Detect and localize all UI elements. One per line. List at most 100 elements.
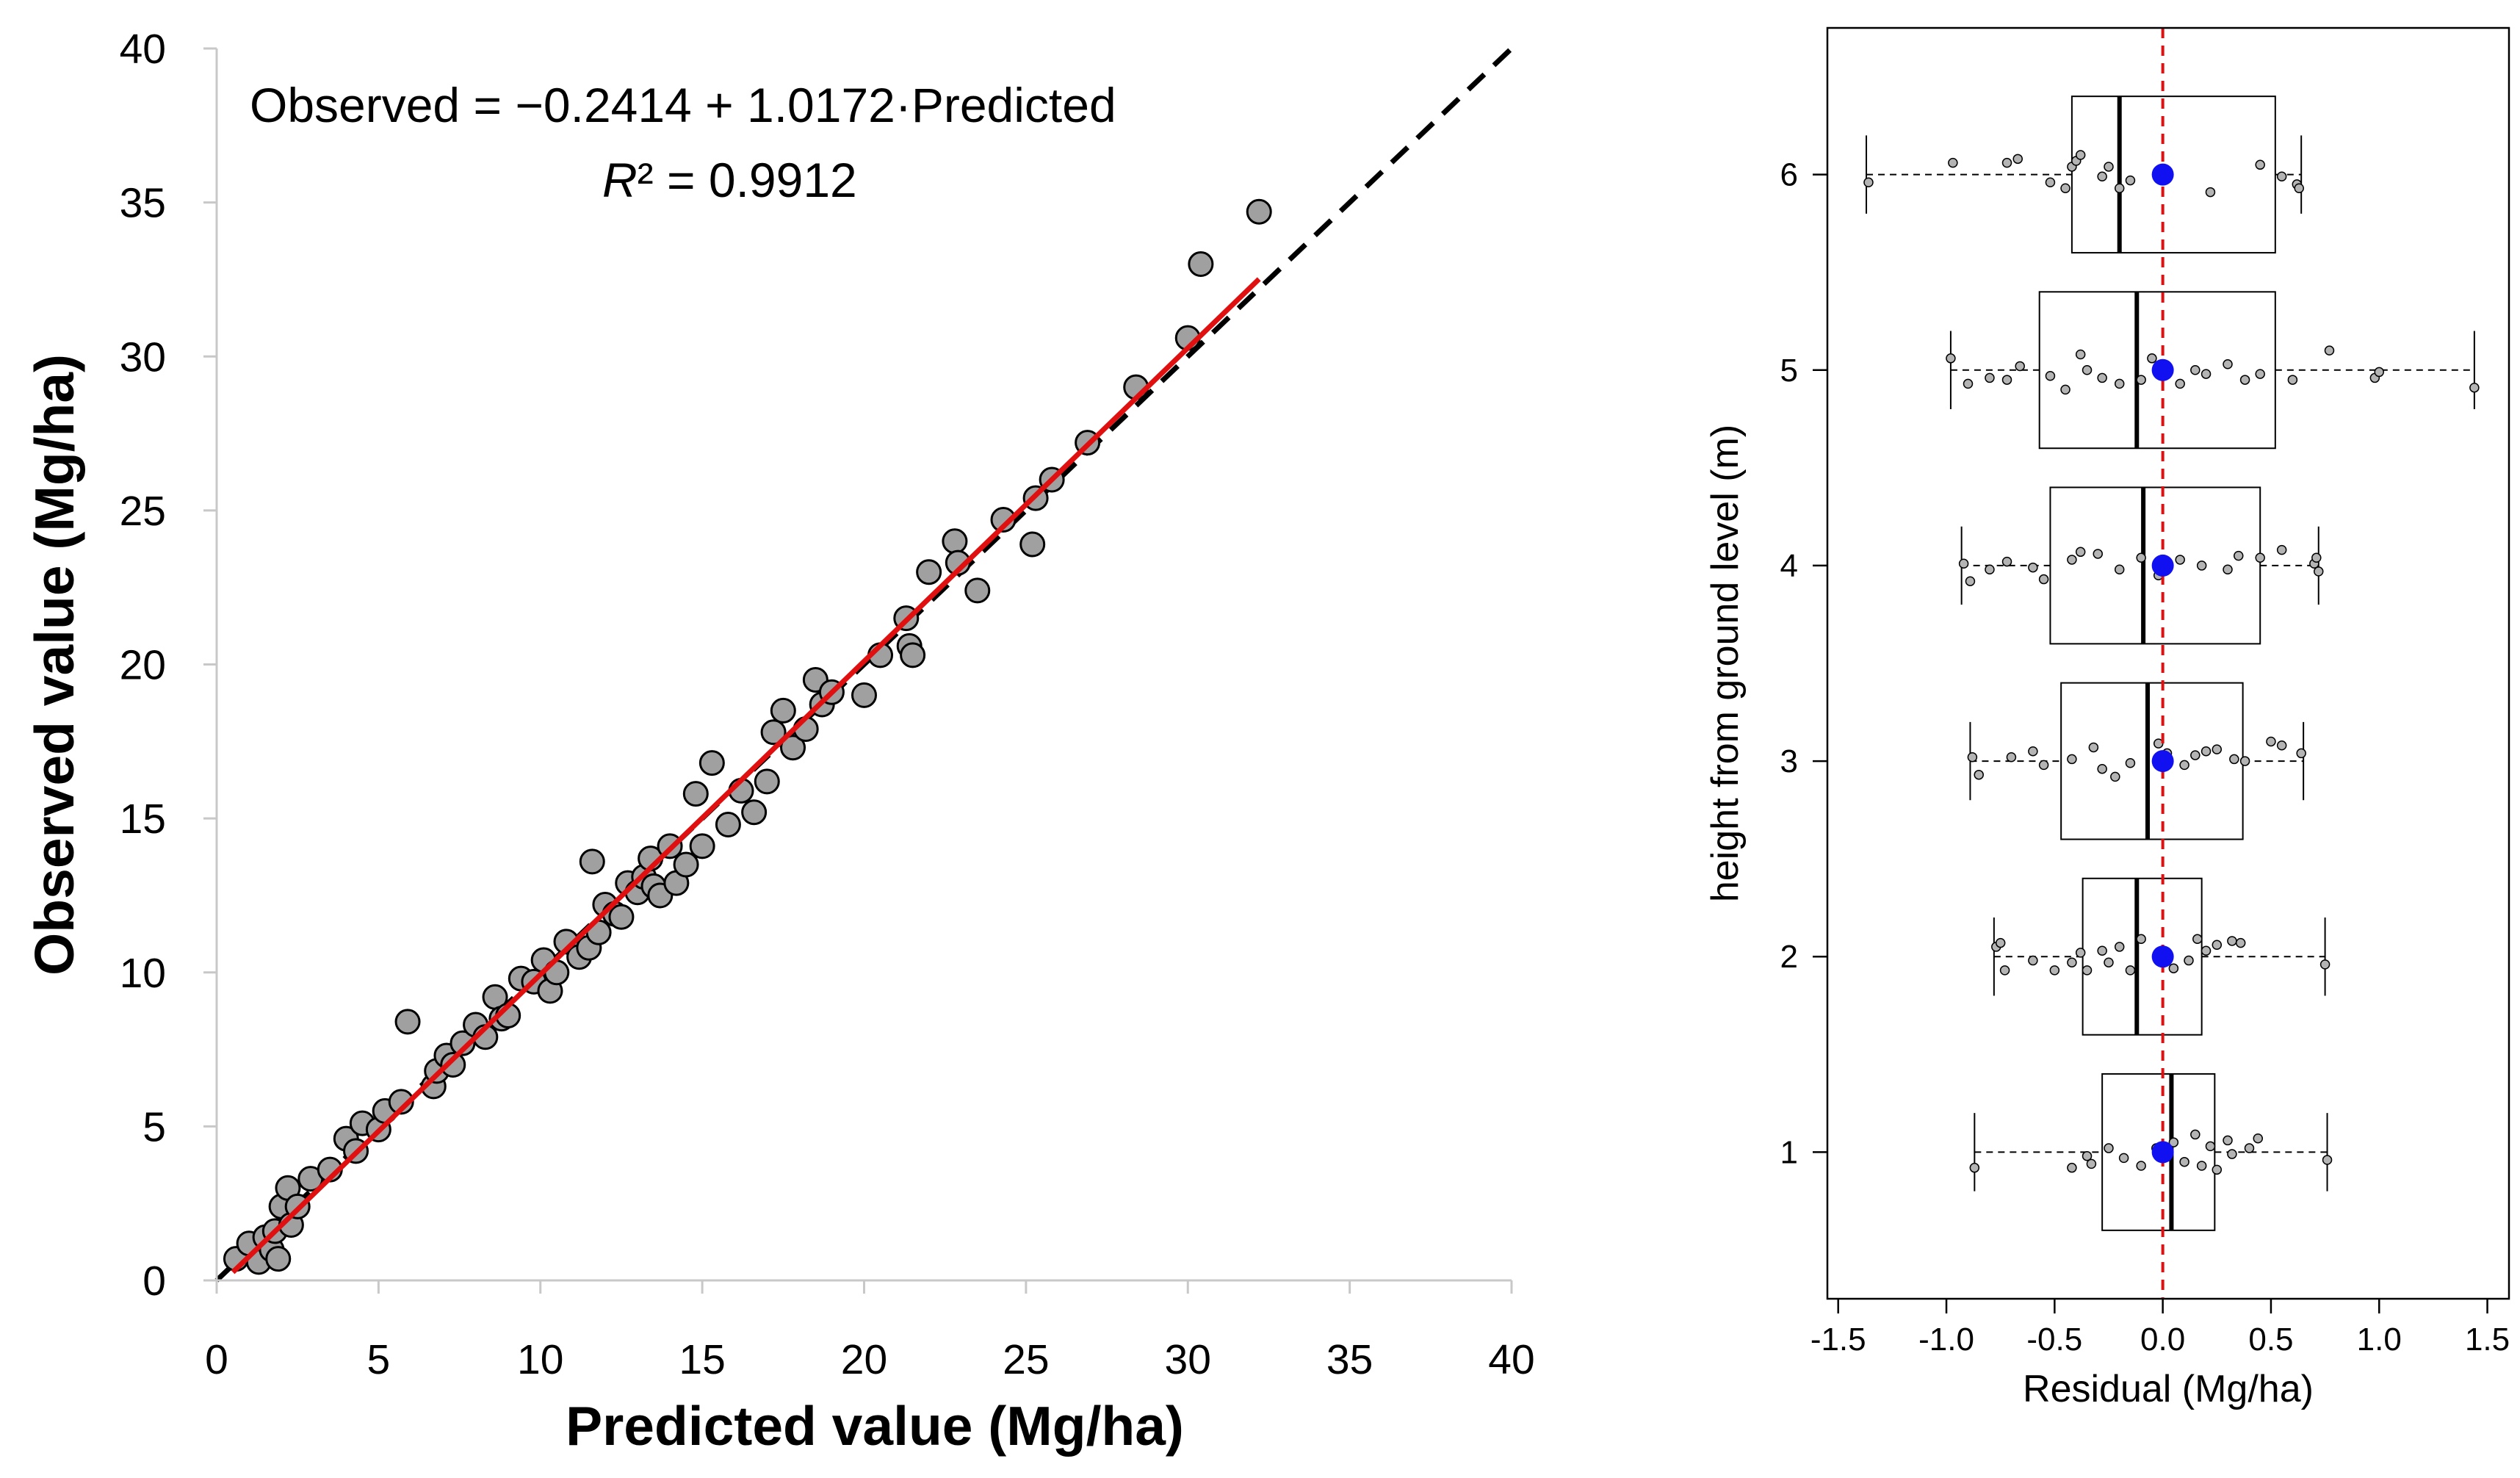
- residual-point: [2147, 353, 2157, 364]
- residual-tick-label: 1.0: [2357, 1322, 2402, 1358]
- boxplot-panel: -1.5 -1.0 -0.5 0.0 0.5 1.0 1.5 1 2 3 4 5 6 Residual …: [1704, 26, 2510, 1410]
- residual-point: [2075, 547, 2086, 558]
- scatter-point: [964, 577, 991, 604]
- x-tick-label: 5: [367, 1336, 391, 1383]
- y-tick-label: 40: [120, 26, 166, 73]
- y-axis-label: Observed value (Mg/ha): [24, 354, 85, 976]
- scatter-point: [916, 559, 942, 585]
- residual-point: [1999, 965, 2010, 976]
- y-tick-label: 15: [120, 796, 166, 843]
- residual-point: [2190, 750, 2201, 760]
- height-tick-label: 2: [1780, 939, 1798, 975]
- residual-point: [2001, 157, 2012, 168]
- scatter-point: [1019, 531, 1046, 558]
- residual-point: [2266, 736, 2276, 747]
- residual-point: [2086, 1158, 2097, 1169]
- residual-point: [2239, 756, 2250, 766]
- residual-point: [2088, 742, 2099, 753]
- residual-point: [2060, 384, 2070, 395]
- residual-point: [2322, 1155, 2333, 1165]
- x-tick-label: 30: [1165, 1336, 1211, 1383]
- scatter-point: [754, 768, 780, 795]
- interquartile-box: [2082, 877, 2203, 1036]
- residual-point: [2104, 957, 2114, 967]
- residual-point: [2311, 552, 2322, 563]
- residual-tick-label: 0.0: [2140, 1322, 2185, 1358]
- regression-line: [231, 277, 1261, 1275]
- residual-point: [2038, 574, 2049, 585]
- x-tick-label: 15: [679, 1336, 725, 1383]
- interquartile-box: [2049, 486, 2261, 645]
- residual-point: [1969, 1162, 1980, 1173]
- residual-point: [2313, 566, 2324, 577]
- scatter-point: [608, 904, 635, 930]
- residual-point: [2319, 959, 2331, 970]
- residual-point: [2125, 175, 2136, 186]
- residual-point: [1995, 937, 2006, 948]
- box-group-6: [1863, 95, 2304, 254]
- mean-marker: [2151, 554, 2174, 577]
- residual-point: [2233, 550, 2244, 561]
- scatter-point: [780, 735, 806, 761]
- scatter-point: [741, 799, 768, 826]
- residual-point: [2075, 150, 2086, 160]
- scatter-point: [673, 851, 699, 878]
- residual-point: [2223, 1135, 2233, 1146]
- residual-point: [2287, 375, 2298, 385]
- residual-point: [2097, 171, 2107, 182]
- residual-point: [2212, 1164, 2223, 1175]
- x-tick-label: 20: [841, 1336, 887, 1383]
- residual-point: [2201, 945, 2212, 956]
- x-tick-label: 25: [1003, 1336, 1049, 1383]
- residual-point: [2067, 1162, 2077, 1173]
- residual-point: [2205, 1141, 2216, 1152]
- residual-point: [2049, 965, 2060, 976]
- residual-point: [2324, 345, 2335, 356]
- scatter-point: [682, 781, 709, 807]
- scatter-point: [698, 750, 725, 776]
- residual-point: [1985, 372, 1995, 383]
- interquartile-box: [2038, 291, 2276, 450]
- residual-point: [2067, 754, 2077, 765]
- residual-point: [2136, 1161, 2146, 1171]
- residual-point: [1967, 752, 1978, 763]
- height-tick-label: 6: [1780, 157, 1798, 193]
- residual-point: [2153, 738, 2164, 749]
- residual-point: [2168, 963, 2179, 973]
- residual-tick-label: -0.5: [2026, 1322, 2082, 1358]
- residual-point: [2125, 757, 2136, 768]
- residual-point: [2136, 375, 2146, 385]
- y-tick-label: 35: [120, 180, 166, 227]
- scatter-point: [945, 549, 971, 576]
- residual-point: [2028, 955, 2038, 966]
- residual-tick-label: -1.5: [1810, 1322, 1866, 1358]
- residual-point: [2227, 1149, 2237, 1159]
- x-tick-label: 35: [1326, 1336, 1373, 1383]
- residual-point: [2136, 552, 2146, 563]
- residual-point: [2201, 369, 2212, 379]
- y-tick-label: 0: [142, 1258, 166, 1305]
- box-group-3: [1967, 682, 2306, 840]
- y-tick-label: 10: [120, 950, 166, 997]
- mean-marker: [2151, 945, 2174, 968]
- mean-marker: [2151, 358, 2174, 381]
- residual-point: [2190, 1129, 2201, 1140]
- residual-point: [2045, 371, 2056, 381]
- residual-point: [2038, 760, 2049, 771]
- residual-point: [2235, 937, 2246, 948]
- y-tick-label: 20: [120, 642, 166, 689]
- scatter-point: [265, 1246, 292, 1272]
- box-group-4: [1958, 486, 2324, 645]
- residual-point: [1958, 558, 1969, 569]
- plot-frame: [1826, 26, 2510, 1300]
- residual-point: [2067, 957, 2077, 967]
- scatter-point: [689, 833, 715, 859]
- height-axis-label: height from ground level (m): [1704, 425, 1747, 902]
- residual-point: [2104, 162, 2114, 172]
- residual-point: [2212, 744, 2223, 754]
- residual-point: [2075, 349, 2086, 360]
- height-tick-label: 3: [1780, 743, 1798, 779]
- residual-point: [2196, 1161, 2207, 1171]
- residual-point: [1985, 564, 1995, 574]
